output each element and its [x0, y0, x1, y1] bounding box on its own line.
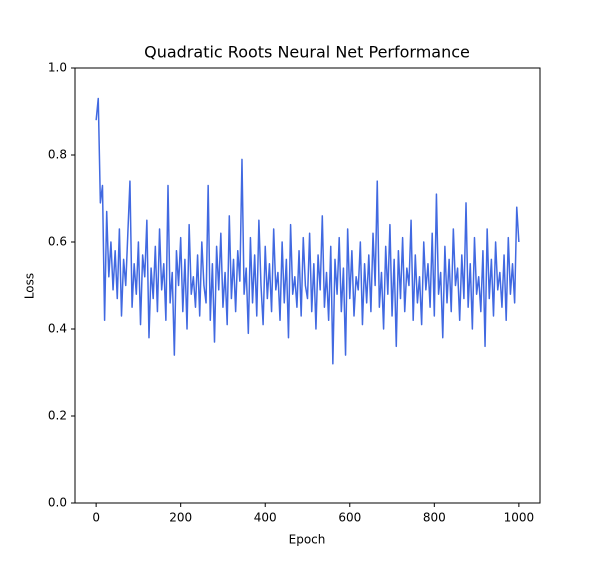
- y-tick-label: 1.0: [48, 61, 67, 75]
- x-tick-label: 200: [169, 511, 192, 525]
- x-tick-label: 400: [254, 511, 277, 525]
- y-tick-label: 0.8: [48, 148, 67, 162]
- x-tick-label: 1000: [504, 511, 535, 525]
- x-tick-label: 600: [338, 511, 361, 525]
- loss-line: [95, 97, 520, 365]
- x-tick-label: 800: [423, 511, 446, 525]
- y-tick-label: 0.0: [48, 496, 67, 510]
- y-tick-label: 0.6: [48, 235, 67, 249]
- y-tick-label: 0.2: [48, 409, 67, 423]
- x-tick-label: 0: [92, 511, 100, 525]
- x-axis-label: Epoch: [289, 533, 326, 547]
- y-tick-label: 0.4: [48, 322, 67, 336]
- y-axis-label: Loss: [23, 273, 37, 299]
- chart-title: Quadratic Roots Neural Net Performance: [144, 43, 470, 62]
- plot-frame: [74, 67, 541, 504]
